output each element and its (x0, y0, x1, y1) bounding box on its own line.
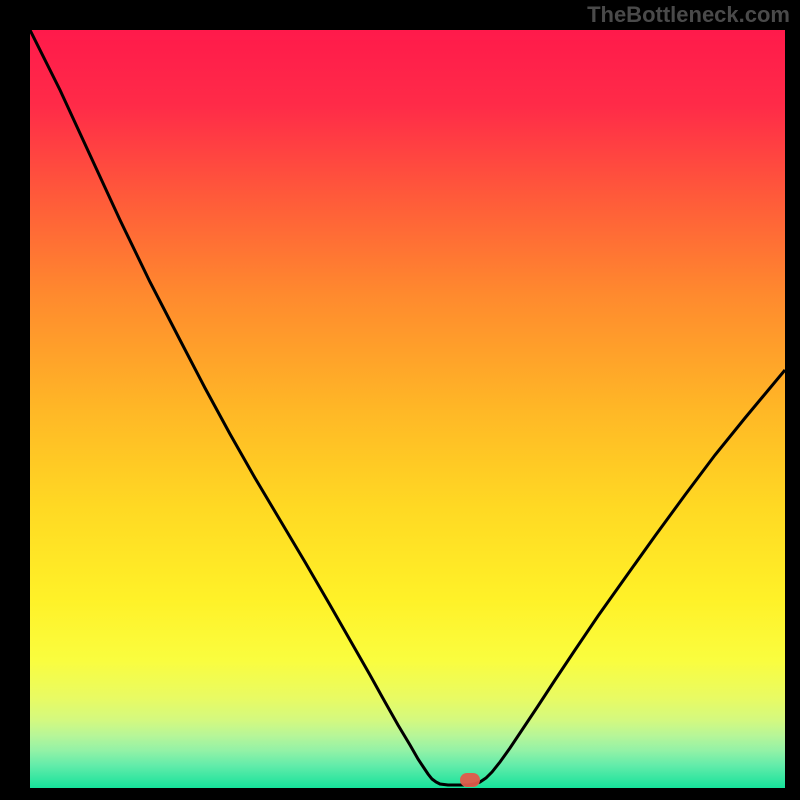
curve-path (30, 30, 785, 785)
bottleneck-curve (30, 30, 785, 788)
plot-area (30, 30, 785, 788)
optimum-marker (460, 773, 480, 787)
chart-frame: TheBottleneck.com (0, 0, 800, 800)
watermark-text: TheBottleneck.com (587, 2, 790, 28)
